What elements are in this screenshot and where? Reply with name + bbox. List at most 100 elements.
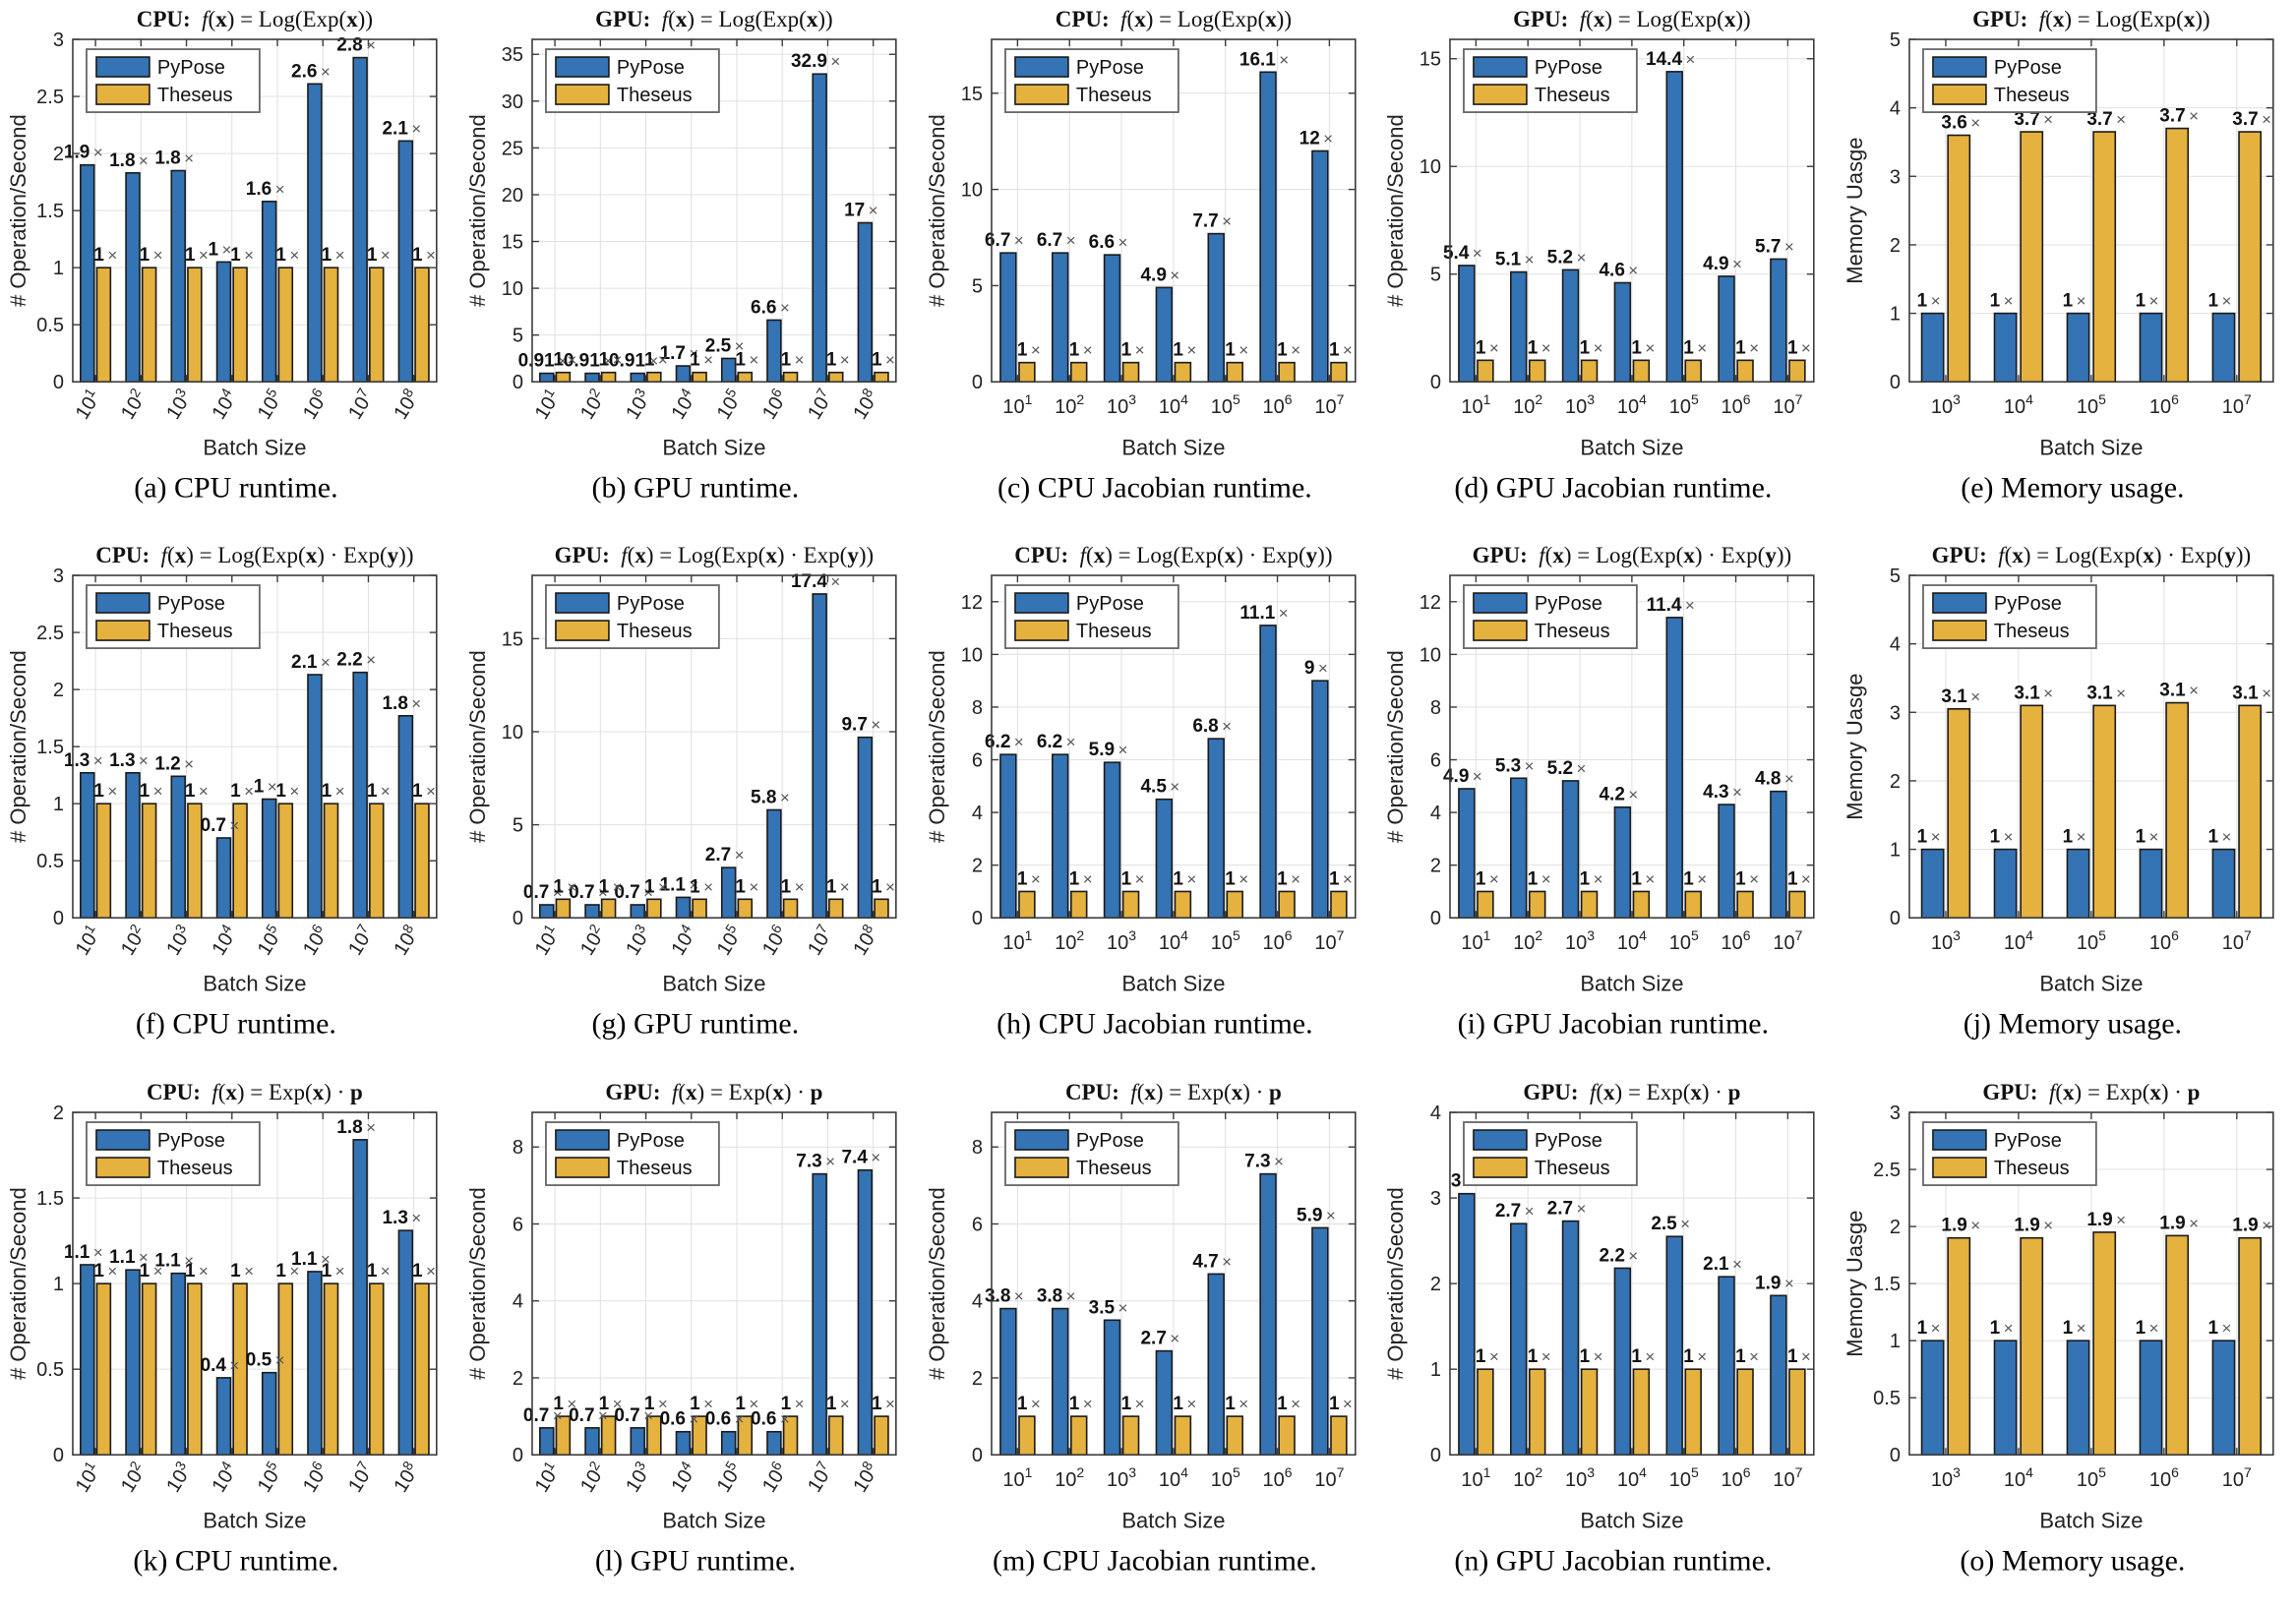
bar-value-label: 2.2 × — [336, 650, 376, 671]
x-tick-label: 105 — [1669, 928, 1699, 955]
bar-pypose — [1258, 71, 1277, 384]
bars — [1920, 127, 2263, 384]
bar-value-label: 16.1 × — [1239, 49, 1288, 70]
bar-value-label: 1 × — [1787, 1346, 1811, 1367]
x-tick-label: 105 — [1210, 1464, 1239, 1491]
bar-pypose — [1310, 1226, 1329, 1456]
y-axis-label: # Operation/Second — [6, 651, 30, 844]
y-tick-label: 3 — [53, 566, 64, 587]
bars — [538, 593, 889, 920]
y-axis-label: # Operation/Second — [6, 1187, 30, 1380]
bar-pypose — [1051, 252, 1069, 384]
bar-pypose — [125, 1269, 141, 1456]
legend-label-theseus: Theseus — [157, 621, 233, 642]
bar-value-label: 9.7 × — [841, 715, 880, 736]
y-tick-label: 6 — [971, 1214, 982, 1235]
y-tick-label: 0.5 — [36, 852, 64, 873]
bar-theseus — [323, 267, 339, 384]
legend-label-pypose: PyPose — [1076, 1130, 1144, 1152]
bar-pypose — [538, 1426, 555, 1456]
bar-value-label: 1 × — [1990, 827, 2014, 848]
bar-pypose — [1718, 804, 1736, 920]
bar-value-label: 6.2 × — [1036, 732, 1075, 752]
legend-swatch-pypose — [1473, 592, 1529, 615]
bar-value-label: 4.9 × — [1704, 254, 1743, 274]
bar-theseus — [1684, 1368, 1703, 1456]
bar-value-label: 0.7 × — [614, 1404, 653, 1425]
bar-value-label: 1 × — [690, 350, 713, 371]
bar-value-label: 1 × — [322, 245, 345, 266]
bar-value-label: 1 × — [2208, 1318, 2232, 1339]
bar-value-label: 1.1 × — [291, 1249, 331, 1270]
bar-pypose — [397, 715, 414, 920]
chart-title: GPU: f(x) = Log(Exp(x) · Exp(y)) — [1932, 543, 2252, 567]
bar-pypose — [675, 1430, 691, 1456]
y-tick-label: 2 — [53, 680, 64, 701]
bar-theseus — [2020, 704, 2044, 920]
bar-value-label: 1 × — [1580, 869, 1603, 890]
bar-value-label: 6.6 × — [751, 297, 790, 318]
bar-value-label: 1 × — [275, 1261, 299, 1281]
legend-label-theseus: Theseus — [1535, 621, 1610, 642]
bar-theseus — [827, 898, 844, 920]
plot-frame — [530, 1110, 897, 1456]
bar-value-label: 4.7 × — [1192, 1251, 1232, 1272]
x-tick-label: 103 — [160, 922, 197, 960]
bar-theseus — [1633, 1368, 1651, 1456]
bars — [80, 56, 430, 384]
subfigure-caption: (c) CPU Jacobian runtime. — [997, 471, 1312, 504]
legend: PyPose Theseus — [1463, 1120, 1639, 1186]
bar-theseus — [645, 371, 662, 384]
y-tick-label: 15 — [502, 232, 523, 254]
bar-value-label: 2.5 × — [705, 335, 745, 356]
bar-theseus — [1121, 1414, 1139, 1456]
bar-value-label: 1 × — [780, 1394, 804, 1414]
bar-value-label: 1 × — [1120, 340, 1144, 361]
y-tick-label: 12 — [1420, 592, 1441, 614]
y-tick-label: 25 — [502, 138, 523, 159]
bar-theseus — [2020, 1236, 2044, 1456]
x-tick-label: 101 — [69, 1458, 105, 1496]
legend-swatch-theseus — [1473, 620, 1529, 642]
x-tick-label: 105 — [1210, 391, 1239, 418]
x-axis-label: Batch Size — [1581, 972, 1684, 996]
bar-value-label: 0.91 × — [517, 351, 567, 372]
bar-value-label: 1.3 × — [64, 750, 103, 771]
bar-value-label: 1 × — [1917, 827, 1941, 848]
bar-value-label: 1 × — [553, 877, 576, 898]
bar-theseus — [1581, 890, 1599, 920]
bar-value-label: 1 × — [412, 1261, 436, 1281]
x-tick-label: 102 — [114, 1458, 151, 1496]
x-tick-label: 103 — [1565, 1464, 1595, 1491]
bar-value-label: 2.7 × — [1140, 1328, 1179, 1348]
y-tick-label: 5 — [1430, 265, 1441, 286]
x-tick-label: 104 — [665, 922, 701, 960]
bar-value-label: 1 × — [735, 350, 758, 371]
legend-swatch-theseus — [1932, 620, 1987, 642]
bar-theseus — [1947, 134, 1971, 384]
y-tick-label: 5 — [513, 815, 523, 837]
legend: PyPose Theseus — [1922, 1120, 2097, 1186]
x-tick-label: 103 — [160, 1458, 197, 1496]
bar-labels: 6.7 × 6.7 × 6.6 × 4.9 × 7.7 × 16.1 × 12 × 1 × 1 … — [985, 49, 1353, 360]
bar-pypose — [720, 1430, 737, 1456]
bar-value-label: 1 × — [93, 245, 117, 266]
legend-swatch-pypose — [1473, 56, 1529, 78]
x-axis-label: Batch Size — [662, 435, 765, 459]
y-tick-label: 8 — [1430, 697, 1441, 719]
bar-pypose — [675, 896, 691, 920]
x-tick-label: 107 — [342, 922, 379, 960]
bar-value-label: 1 × — [1017, 340, 1041, 361]
bar-pypose — [584, 904, 600, 920]
y-tick-label: 0 — [53, 372, 64, 393]
x-tick-label: 107 — [1314, 1464, 1344, 1491]
y-axis-label: Memory Uasge — [1843, 674, 1867, 820]
bar-pypose — [1562, 780, 1580, 920]
bar-value-label: 1 × — [1017, 1394, 1041, 1414]
bar-pypose — [1510, 1222, 1528, 1456]
bar-theseus — [1174, 361, 1191, 384]
x-tick-label: 103 — [619, 922, 655, 960]
bar-value-label: 5.2 × — [1547, 758, 1587, 779]
y-tick-label: 4 — [1890, 634, 1901, 656]
bar-pypose — [170, 1272, 186, 1456]
